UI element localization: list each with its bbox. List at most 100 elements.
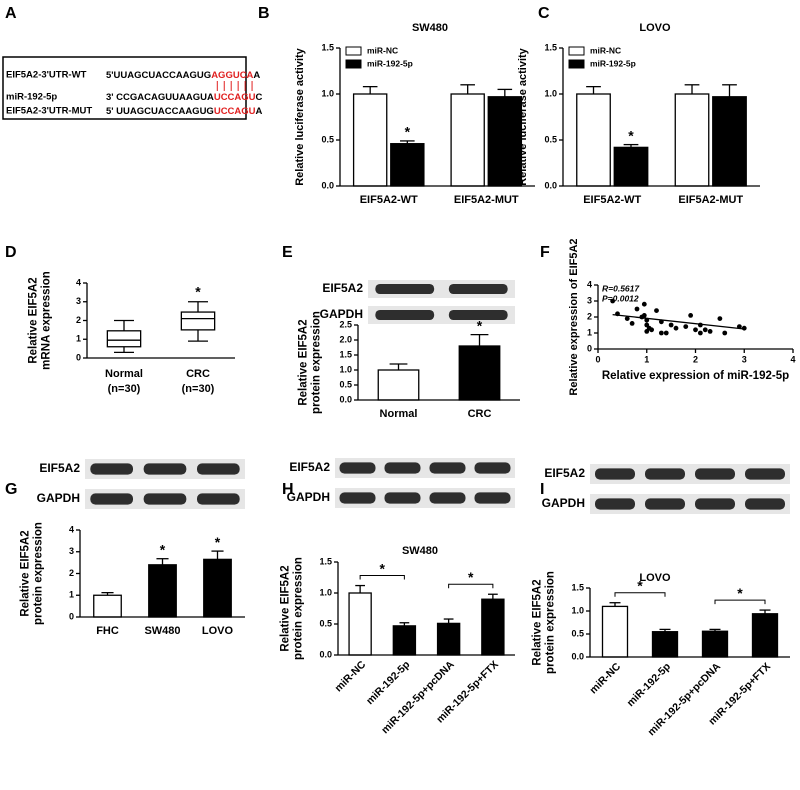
y-tick-label: 1.0: [339, 364, 352, 374]
x-tick-label: EIF5A2-WT: [360, 194, 418, 206]
blot-band: [143, 493, 187, 505]
blot-strip: [590, 494, 790, 514]
comparison-bracket: [714, 599, 766, 605]
panel-letter: B: [258, 5, 270, 22]
y-tick-label: 2.5: [339, 319, 352, 329]
significance: *: [215, 534, 221, 550]
point: [624, 316, 630, 321]
y-axis-label: Relative EIF5A2: [280, 565, 292, 651]
comparison-label: *: [737, 585, 743, 601]
legend-label: miR-NC: [590, 45, 621, 55]
y-tick-label: 1.5: [321, 42, 334, 52]
significance: *: [405, 124, 411, 140]
bar: [751, 613, 779, 658]
blot-band: [474, 462, 511, 474]
x-tick-label: EIF5A2-WT: [583, 194, 641, 206]
sequence-part: 3' CCGACAGUUAAGUA: [106, 92, 214, 103]
blot-band: [429, 462, 466, 474]
y-axis-label: Relative EIF5A2: [28, 277, 40, 363]
bar: [352, 93, 388, 187]
point: [668, 322, 674, 328]
y-axis-label: Relative luciferase activity: [517, 47, 529, 185]
x-tick-label: 2: [693, 354, 698, 364]
x-tick-label: 4: [790, 354, 795, 364]
point: [663, 330, 669, 336]
comparison-label: *: [468, 569, 474, 585]
box: [180, 311, 216, 331]
bar: [613, 146, 649, 187]
sequence-part: 5'UUAGCUACCAAGUG: [106, 70, 211, 81]
blot-band: [595, 498, 635, 510]
significance: *: [477, 317, 483, 333]
annotation: R=0.5617: [602, 283, 640, 293]
y-tick-label: 0: [587, 343, 592, 353]
x-tick-label: 0: [595, 354, 600, 364]
blot-label: EIF5A2: [289, 460, 330, 474]
point: [717, 316, 723, 321]
sequence-name: miR-192-5p: [6, 92, 57, 103]
point: [641, 313, 647, 318]
y-tick-label: 1.0: [319, 587, 332, 597]
point: [644, 329, 650, 334]
sequence-part: UCCAGU: [214, 92, 256, 103]
blot-band: [645, 498, 685, 510]
x-tick-label: CRC: [468, 408, 492, 420]
y-tick-label: 0: [76, 352, 81, 362]
y-axis-label: protein expression: [311, 311, 323, 414]
bar: [203, 558, 232, 618]
bar: [148, 564, 177, 618]
blot-band: [90, 463, 133, 475]
x-axis-label: Relative expression of miR-192-5p: [602, 370, 789, 382]
y-tick-label: 1.5: [339, 349, 352, 359]
blot-band: [474, 492, 511, 504]
point: [697, 330, 703, 336]
bar: [651, 631, 679, 658]
point: [634, 306, 640, 312]
chart-title: SW480: [402, 545, 438, 557]
y-tick-label: 0.0: [319, 649, 332, 659]
x-tick-label: Normal: [105, 368, 143, 380]
blot-band: [645, 468, 685, 480]
blot-band: [448, 283, 508, 295]
panel-letter: A: [5, 5, 17, 22]
x-tick-label: EIF5A2-MUT: [678, 194, 743, 206]
y-tick-label: 0.5: [319, 618, 332, 628]
sequence-part: UCCAGU: [214, 106, 256, 117]
comparison-label: *: [637, 577, 643, 593]
bar: [576, 93, 611, 187]
blot-label: EIF5A2: [544, 466, 585, 480]
blot-strip: [335, 458, 515, 478]
point: [629, 321, 635, 326]
blot-band: [339, 492, 376, 504]
blot-label: GAPDH: [542, 496, 585, 510]
x-tick-label: LOVO: [202, 625, 234, 637]
chart-title: LOVO: [639, 572, 671, 584]
y-tick-label: 3: [587, 295, 592, 305]
y-tick-label: 3: [69, 546, 74, 556]
y-tick-label: 4: [76, 277, 81, 287]
point: [641, 301, 647, 307]
blot-band: [375, 283, 435, 295]
chart-title: LOVO: [639, 22, 671, 34]
blot-band: [90, 493, 133, 505]
x-tick-label: CRC: [186, 368, 210, 380]
y-tick-label: 0.5: [544, 134, 557, 144]
y-axis-label: Relative luciferase activity: [294, 47, 306, 185]
blot-band: [143, 463, 187, 475]
sequence-part: A: [253, 70, 260, 81]
legend-label: miR-NC: [367, 45, 398, 55]
blot-label: GAPDH: [320, 307, 363, 321]
x-tick-label: 1: [644, 354, 649, 364]
point: [702, 327, 708, 333]
sequence-box: [2, 56, 247, 120]
blot-band: [375, 309, 435, 321]
x-tick-note: (n=30): [182, 383, 215, 395]
significance: *: [628, 127, 634, 143]
point: [722, 330, 728, 336]
y-axis-label: Relative EIF5A2: [298, 319, 310, 405]
y-tick-label: 4: [587, 279, 592, 289]
sequence: 5'UUAGCUACCAAGUGAGGUCAA: [106, 70, 260, 81]
y-tick-label: 1.5: [571, 582, 584, 592]
legend-label: miR-192-5p: [590, 58, 636, 68]
comparison-label: *: [380, 560, 386, 576]
